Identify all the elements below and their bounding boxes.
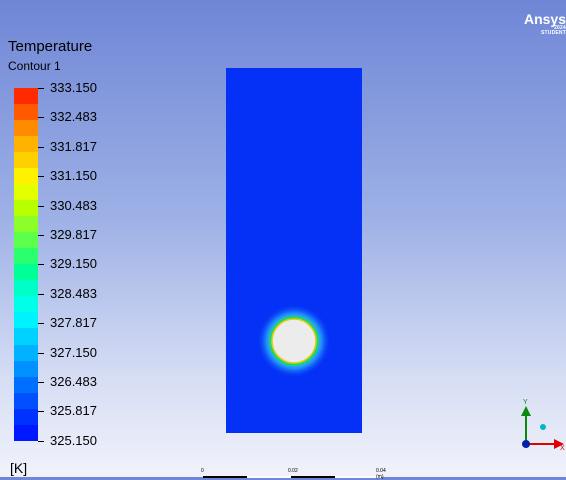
color-bar-segment bbox=[14, 376, 38, 393]
tick-label: 332.483 bbox=[50, 109, 97, 125]
color-bar-segment bbox=[14, 392, 38, 409]
color-bar-segment bbox=[14, 360, 38, 377]
tick-mark bbox=[38, 146, 44, 148]
scale-segment-3 bbox=[291, 476, 335, 478]
tick-mark bbox=[38, 293, 44, 295]
color-bar-segment bbox=[14, 200, 38, 217]
color-bar-segment bbox=[14, 104, 38, 121]
scale-label-mid: 0.02 bbox=[288, 468, 298, 474]
tick-label: 328.483 bbox=[50, 285, 97, 301]
tick-mark bbox=[38, 323, 44, 325]
tick-mark bbox=[38, 264, 44, 266]
x-axis-label: X bbox=[560, 445, 565, 452]
ansys-watermark-logo: Ansys 2024 STUDENT bbox=[524, 12, 566, 36]
color-bar-segment bbox=[14, 264, 38, 281]
color-bar-segment bbox=[14, 408, 38, 425]
x-arrow-icon bbox=[554, 439, 564, 449]
tick-label: 331.150 bbox=[50, 168, 97, 184]
tick-mark bbox=[38, 117, 44, 119]
tick-mark bbox=[38, 176, 44, 178]
tick-mark bbox=[38, 411, 44, 413]
tick-mark bbox=[38, 382, 44, 383]
color-bar-segment bbox=[14, 344, 38, 361]
color-bar-segment bbox=[14, 120, 38, 137]
scale-segment-4 bbox=[335, 476, 381, 478]
z-axis-dot bbox=[540, 424, 546, 430]
tick-label: 325.817 bbox=[50, 403, 97, 419]
color-bar-segment bbox=[14, 152, 38, 169]
tick-label: 329.150 bbox=[50, 256, 97, 272]
color-bar-segment bbox=[14, 424, 38, 441]
tick-label: 330.483 bbox=[50, 197, 97, 213]
color-bar-segment bbox=[14, 296, 38, 313]
watermark-edition: STUDENT bbox=[540, 30, 566, 36]
watermark-brand: Ansys bbox=[523, 11, 566, 27]
axis-triad: Y X bbox=[521, 399, 565, 452]
color-bar-segment bbox=[14, 248, 38, 265]
tick-mark bbox=[38, 440, 44, 442]
scale-label-0: 0 bbox=[201, 468, 204, 474]
color-bar-segment bbox=[14, 168, 38, 185]
tick-label: 331.817 bbox=[50, 138, 97, 154]
legend-subtitle: Contour 1 bbox=[8, 59, 61, 73]
y-axis-label: Y bbox=[523, 399, 528, 406]
tick-mark bbox=[38, 352, 44, 354]
tick-mark bbox=[38, 88, 44, 89]
tick-mark bbox=[38, 235, 44, 236]
tick-label: 327.150 bbox=[50, 344, 97, 360]
color-bar-segment bbox=[14, 328, 38, 345]
circle-inner-outline bbox=[268, 315, 320, 367]
tick-mark bbox=[38, 205, 44, 207]
color-bar-segment bbox=[14, 232, 38, 249]
color-bar-segment bbox=[14, 216, 38, 233]
unit-label: [K] bbox=[10, 460, 28, 476]
heated-cylinder[interactable] bbox=[257, 304, 331, 378]
color-bar-segment bbox=[14, 280, 38, 297]
legend-title: Temperature bbox=[8, 38, 93, 55]
color-bar-segment bbox=[14, 312, 38, 329]
scale-segment-2 bbox=[247, 476, 291, 478]
tick-label: 329.817 bbox=[50, 227, 97, 242]
color-bar-segment bbox=[14, 184, 38, 201]
tick-label: 327.817 bbox=[50, 315, 97, 331]
watermark-year: 2024 bbox=[554, 25, 566, 31]
scale-segment-1 bbox=[203, 476, 247, 478]
circle-hole bbox=[271, 318, 317, 364]
tick-label: 333.150 bbox=[50, 80, 97, 95]
scale-label-end: 0.04 (m) bbox=[376, 468, 386, 480]
color-bar-segment bbox=[14, 136, 38, 153]
origin-dot bbox=[522, 440, 530, 448]
color-bar bbox=[14, 88, 38, 441]
y-arrow-icon bbox=[521, 406, 531, 416]
color-bar-segment bbox=[14, 88, 38, 105]
tick-label: 326.483 bbox=[50, 374, 97, 389]
tick-label: 325.150 bbox=[50, 432, 97, 448]
